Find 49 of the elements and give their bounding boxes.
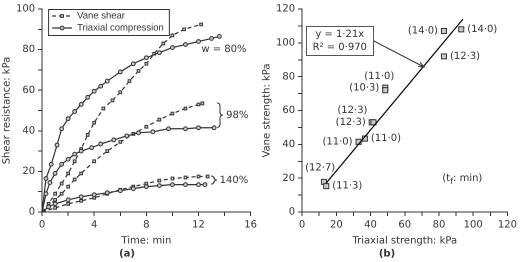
data-label: (14·0) [467,24,498,35]
data-label: (11·0) [322,136,353,148]
y-tick-label: 0 [288,206,296,218]
y-tick-label: 100 [276,37,296,48]
y-tick-label: 80 [282,71,296,82]
x-tick-label: 20 [330,220,343,231]
y-tick-label: 100 [16,4,36,15]
y-tick-label: 120 [276,4,296,15]
data-label: (14·0) [408,26,438,37]
y-tick-label: 60 [282,105,296,116]
data-label: (12·3) [337,104,368,116]
annotation: (t$_{f}$: min) [442,172,482,187]
annotation: 140% [220,174,248,187]
y-axis-title: Shear resistance: kPa [2,56,13,164]
x-tick-label: 0 [38,220,46,231]
y-tick-label: 60 [22,84,36,96]
data-label: (12·3) [450,50,480,62]
x-tick-label: 80 [432,220,446,231]
text-box: y = 1·21x R² = 0·970 [306,26,374,56]
x-tick-label: 0 [298,220,306,231]
y-tick-label: 80 [22,44,36,56]
y-tick-label: 40 [282,138,296,150]
annotation: w = 80% [201,44,246,56]
x-tick-label: 12 [192,220,205,231]
annotation: 98% [226,110,248,122]
data-label: (12·7) [305,162,336,174]
data-label: (11·0) [370,133,402,144]
y-tick-label: 40 [22,125,36,136]
legend-label: Triaxial compression [77,22,164,34]
legend-label: Vane shear [77,10,125,22]
x-tick-label: 4 [91,220,98,231]
text: (a) [119,248,135,260]
data-label: (10·3) [349,82,380,94]
y-tick-label: 0 [28,206,36,218]
y-axis-title: Vane strength: kPa [262,63,273,158]
x-tick-label: 60 [398,220,412,231]
y-tick-label: 20 [22,166,36,177]
x-tick-label: 16 [244,220,258,231]
data-label: (11·3) [332,180,362,192]
data-label: (12·3) [336,116,366,128]
x-tick-label: 100 [464,220,483,231]
x-axis-title: Time: min [120,236,172,247]
text: (b) [378,248,396,260]
data-label: (11·0) [364,70,394,82]
x-tick-label: 8 [143,220,150,231]
x-tick-label: 120 [498,220,518,231]
x-axis-title: Triaxial strength: kPa [351,236,458,247]
y-tick-label: 20 [282,172,296,184]
x-tick-label: 40 [364,220,377,231]
